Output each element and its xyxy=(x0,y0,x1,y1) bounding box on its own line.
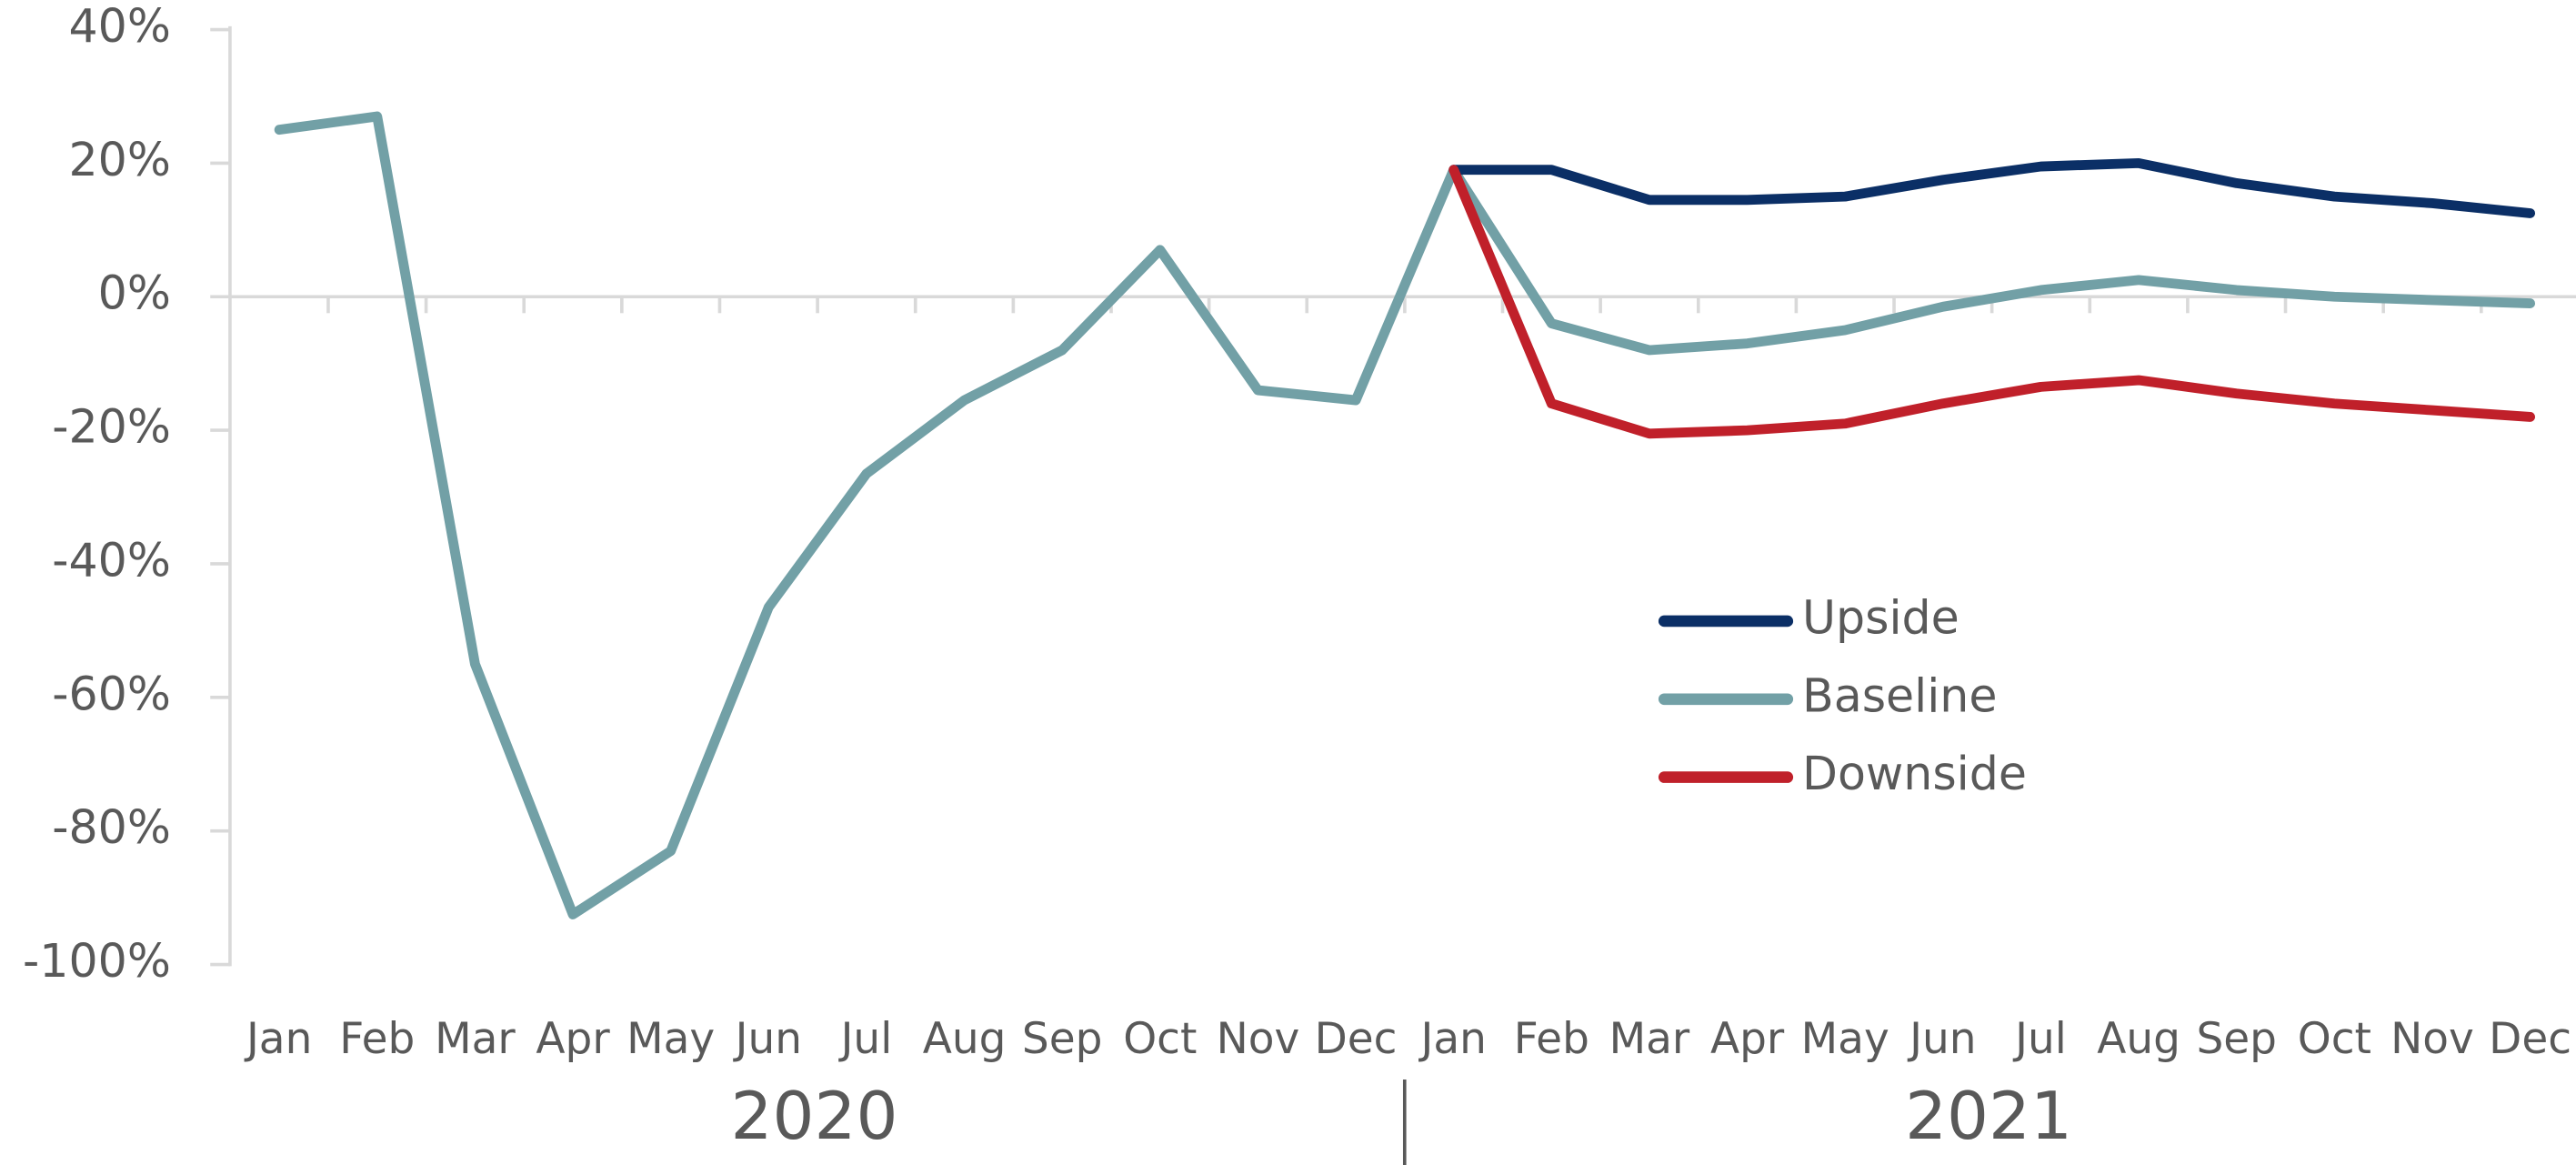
y-tick-label: 0% xyxy=(98,266,171,320)
x-tick-label: Feb xyxy=(339,1014,415,1064)
y-tick-label: -100% xyxy=(23,934,171,988)
y-tick-label: -40% xyxy=(52,533,171,587)
year-label: 2020 xyxy=(731,1079,898,1155)
x-tick-label: May xyxy=(1801,1014,1889,1064)
x-tick-label: Apr xyxy=(1710,1014,1785,1064)
x-tick-label: Jun xyxy=(733,1014,802,1064)
y-tick-label: 20% xyxy=(68,133,170,186)
x-tick-label: Jun xyxy=(1907,1014,1976,1064)
x-tick-label: Dec xyxy=(2489,1014,2571,1064)
y-tick-label: 40% xyxy=(68,0,170,53)
x-tick-label: Feb xyxy=(1514,1014,1589,1064)
series-line xyxy=(1448,157,2536,218)
x-tick-label: Dec xyxy=(1315,1014,1398,1064)
legend-label: Downside xyxy=(1802,747,2027,800)
x-tick-label: Oct xyxy=(1123,1014,1197,1064)
y-tick-label: -20% xyxy=(52,400,171,454)
x-tick-label: Aug xyxy=(2097,1014,2180,1064)
x-tick-label: Jan xyxy=(244,1014,312,1064)
y-tick-label: -80% xyxy=(52,800,171,854)
series-line xyxy=(1448,165,2536,439)
year-label: 2021 xyxy=(1905,1079,2072,1155)
series-line xyxy=(274,111,2536,919)
x-tick-label: May xyxy=(626,1014,715,1064)
legend-label: Baseline xyxy=(1802,668,1997,722)
x-tick-label: Jan xyxy=(1418,1014,1486,1064)
x-tick-label: Aug xyxy=(923,1014,1007,1064)
x-tick-label: Jul xyxy=(838,1014,893,1064)
legend-label: Upside xyxy=(1802,590,1960,644)
x-tick-label: Nov xyxy=(1217,1014,1300,1064)
x-tick-label: Sep xyxy=(1022,1014,1103,1064)
x-tick-label: Mar xyxy=(1609,1014,1690,1064)
x-tick-label: Oct xyxy=(2298,1014,2371,1064)
x-tick-label: Nov xyxy=(2391,1014,2474,1064)
x-tick-label: Mar xyxy=(435,1014,516,1064)
y-tick-label: -60% xyxy=(52,667,171,720)
x-tick-label: Sep xyxy=(2196,1014,2277,1064)
x-tick-label: Apr xyxy=(536,1014,610,1064)
x-tick-label: Jul xyxy=(2012,1014,2067,1064)
